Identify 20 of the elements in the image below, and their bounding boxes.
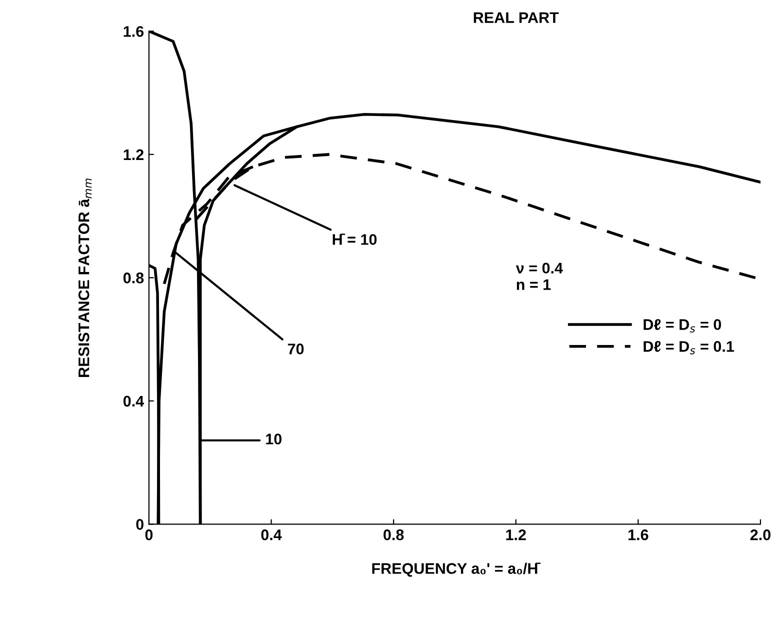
annotation: 10 (266, 434, 282, 444)
annotation: H̄ = 10 (332, 234, 377, 245)
x-tick-label: 1.6 (628, 529, 648, 540)
legend-label: Dℓ = D$_{s}$ = 0 (644, 319, 722, 332)
x-tick-label: 0 (145, 529, 153, 540)
y-tick-label: 0 (136, 519, 144, 530)
x-tick-label: 0.8 (384, 529, 404, 540)
annotation: 70 (288, 344, 304, 354)
legend-label: Dℓ = D$_{s}$ = 0.1 (644, 341, 734, 354)
x-tick-label: 0.4 (261, 529, 282, 540)
chart-title: REAL PART (474, 12, 559, 23)
annotation: ν = 0.4 n = 1 (516, 262, 563, 290)
x-tick-label: 2.0 (750, 529, 770, 540)
x-tick-label: 1.2 (506, 529, 526, 540)
y-tick-label: 0.4 (123, 396, 144, 407)
x-axis-title: FREQUENCY a₀' = a₀/H̄ (372, 562, 540, 577)
y-axis-title: RESISTANCE FACTOR ā$_{mm}$ (78, 178, 92, 377)
y-tick-label: 1.2 (124, 149, 144, 160)
y-tick-label: 0.8 (123, 272, 144, 284)
y-tick-label: 1.6 (124, 26, 144, 37)
